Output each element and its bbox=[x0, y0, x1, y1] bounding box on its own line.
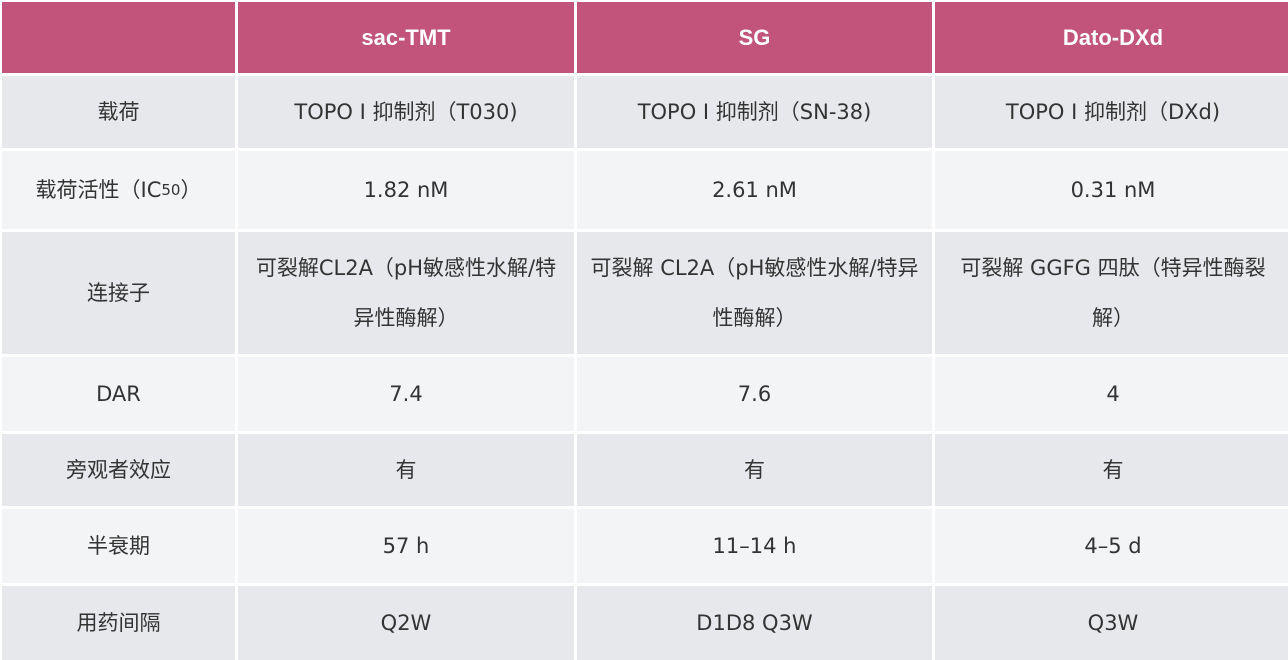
table-cell: 有 bbox=[935, 434, 1288, 506]
label-text: 载荷活性（IC bbox=[35, 178, 162, 202]
row-label-linker: 连接子 bbox=[2, 232, 235, 354]
row-label-payload-activity: 载荷活性（IC 50） bbox=[2, 151, 235, 229]
table-cell: 4 bbox=[935, 357, 1288, 431]
header-sg: SG bbox=[577, 2, 932, 73]
row-label-dar: DAR bbox=[2, 357, 235, 431]
table-cell: 7.4 bbox=[238, 357, 574, 431]
table-cell: 11–14 h bbox=[577, 509, 932, 583]
table-cell: TOPO Ⅰ 抑制剂（SN-38) bbox=[577, 76, 932, 148]
table-cell: TOPO Ⅰ 抑制剂（DXd) bbox=[935, 76, 1288, 148]
header-corner bbox=[2, 2, 235, 73]
table-cell: 1.82 nM bbox=[238, 151, 574, 229]
table-cell: TOPO Ⅰ 抑制剂（T030) bbox=[238, 76, 574, 148]
table-cell: Q2W bbox=[238, 586, 574, 660]
row-label-dosing-interval: 用药间隔 bbox=[2, 586, 235, 660]
row-label-bystander: 旁观者效应 bbox=[2, 434, 235, 506]
table-cell: 有 bbox=[238, 434, 574, 506]
label-end: ） bbox=[180, 178, 202, 202]
row-label-payload: 载荷 bbox=[2, 76, 235, 148]
table-cell: 可裂解 CL2A（pH敏感性水解/特异性酶解） bbox=[577, 232, 932, 354]
row-label-half-life: 半衰期 bbox=[2, 509, 235, 583]
table-cell: 可裂解 GGFG 四肽（特异性酶裂解） bbox=[935, 232, 1288, 354]
table-cell: 4–5 d bbox=[935, 509, 1288, 583]
table-cell: Q3W bbox=[935, 586, 1288, 660]
table-cell: 7.6 bbox=[577, 357, 932, 431]
table-cell: 可裂解CL2A（pH敏感性水解/特异性酶解） bbox=[238, 232, 574, 354]
table-cell: D1D8 Q3W bbox=[577, 586, 932, 660]
table-cell: 2.61 nM bbox=[577, 151, 932, 229]
table-cell: 有 bbox=[577, 434, 932, 506]
header-dato-dxd: Dato-DXd bbox=[935, 2, 1288, 73]
header-sac-tmt: sac-TMT bbox=[238, 2, 574, 73]
table-cell: 57 h bbox=[238, 509, 574, 583]
table-cell: 0.31 nM bbox=[935, 151, 1288, 229]
